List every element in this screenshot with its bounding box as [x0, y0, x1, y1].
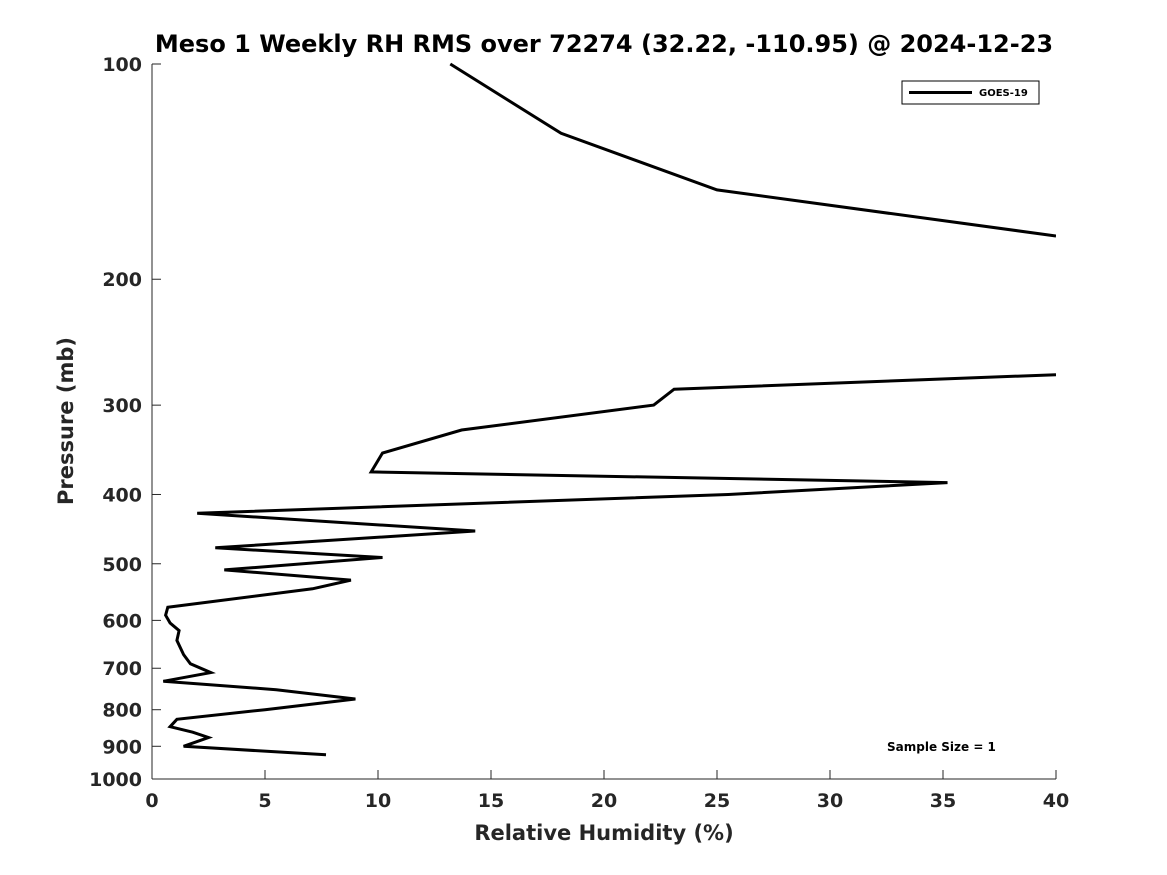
x-tick-label: 0	[145, 790, 158, 812]
x-tick-label: 15	[478, 790, 504, 812]
y-tick-label: 700	[102, 658, 142, 680]
y-tick-label: 500	[102, 554, 142, 576]
y-axis-label: Pressure (mb)	[54, 337, 78, 505]
legend: GOES-19	[901, 80, 1040, 105]
y-tick-label: 300	[102, 395, 142, 417]
x-tick-label: 35	[930, 790, 956, 812]
axes: 0 5 10 15 20 25 30 35 40 100 200 300 400 500 600 700 800…	[89, 54, 1069, 812]
x-tick-label: 20	[591, 790, 617, 812]
y-tick-label: 100	[102, 54, 142, 76]
y-tick-label: 800	[102, 700, 142, 722]
x-tick-label: 5	[258, 790, 271, 812]
data-layer	[163, 62, 1056, 757]
x-tick-label: 30	[817, 790, 843, 812]
x-tick-label: 40	[1043, 790, 1069, 812]
x-tick-label: 10	[365, 790, 391, 812]
y-tick-label: 200	[102, 269, 142, 291]
y-tick-label: 400	[102, 484, 142, 506]
y-tick-label: 900	[102, 736, 142, 758]
sample-size-annotation: Sample Size = 1	[887, 740, 996, 754]
series-line-goes-19-segment-1	[449, 62, 1056, 238]
legend-label-goes-19: GOES-19	[979, 88, 1028, 99]
x-tick-label: 25	[704, 790, 730, 812]
chart-title: Meso 1 Weekly RH RMS over 72274 (32.22, …	[155, 30, 1053, 58]
series-line-goes-19-segment-2	[163, 373, 1056, 757]
x-axis-label: Relative Humidity (%)	[474, 821, 733, 845]
y-tick-label: 1000	[89, 769, 142, 791]
y-tick-label: 600	[102, 610, 142, 632]
